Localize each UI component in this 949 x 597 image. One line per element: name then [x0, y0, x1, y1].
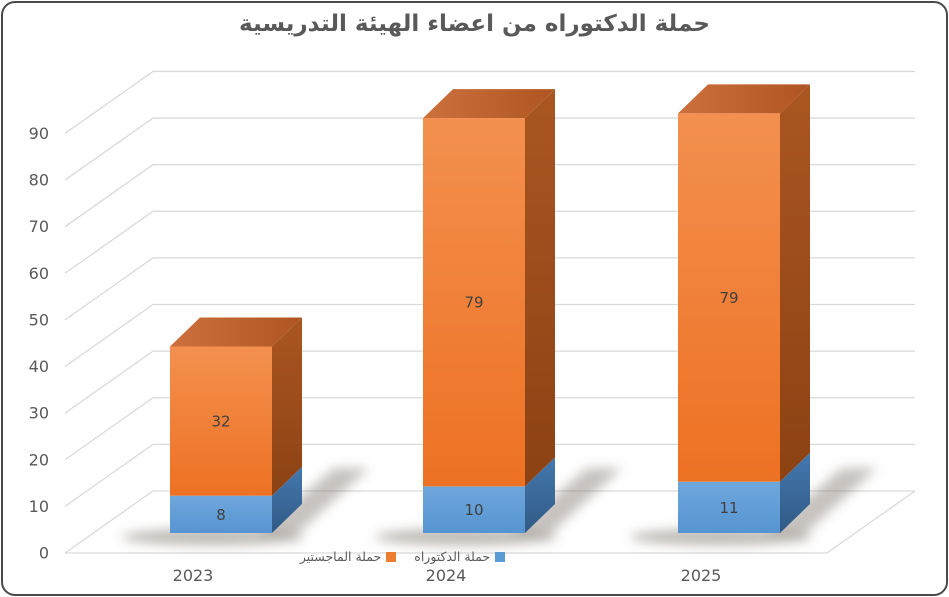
y-gridline-side-30: [64, 350, 154, 414]
y-gridline-side-70: [64, 164, 154, 228]
y-tick-label-40: 40: [29, 357, 49, 376]
data-label-2023-phd: 8: [216, 506, 226, 524]
legend-item-masters: حملة الماجستير: [299, 549, 397, 564]
y-tick-label-10: 10: [29, 497, 49, 516]
bar-2023-masters-side: [272, 317, 302, 496]
legend-label-phd: حملة الدكتوراه: [414, 549, 491, 564]
y-tick-label-30: 30: [29, 404, 49, 423]
bar-2025-phd-front: [678, 481, 780, 533]
x-axis-label-2025: 2025: [681, 566, 722, 585]
bar-2025-masters-top: [678, 84, 810, 114]
bar-2025-masters-front: [678, 113, 780, 482]
legend-label-masters: حملة الماجستير: [299, 549, 382, 564]
y-gridline-side-20: [64, 397, 154, 461]
bar-2025: 11 79: [678, 84, 810, 533]
y-tick-label-0: 0: [39, 544, 49, 563]
bar-2023: 8 32: [170, 317, 302, 533]
bar-2024-masters-side: [525, 89, 555, 487]
y-gridline-side-50: [64, 257, 154, 321]
y-gridline-side-60: [64, 210, 154, 274]
bar-2024-masters-top: [423, 89, 555, 119]
x-axis-label-2024: 2024: [426, 566, 467, 585]
bar-2023-masters-front: [170, 346, 272, 496]
y-gridline-side-40: [64, 303, 154, 368]
bar-2024-phd-front: [423, 486, 525, 533]
bar-2024: 10 79: [423, 89, 555, 533]
data-label-2025-masters: 79: [719, 289, 738, 307]
chart-legend: حملة الماجستير حملة الدكتوراه: [0, 549, 877, 564]
bar-2023-phd-side: [272, 466, 302, 533]
y-gridline-side-10: [64, 443, 154, 507]
bar-2025-masters-side: [780, 84, 810, 482]
x-axis-label-2023: 2023: [173, 566, 214, 585]
bar-2024-phd-side: [525, 457, 555, 533]
y-tick-label-70: 70: [29, 217, 49, 236]
data-label-2024-phd: 10: [464, 501, 483, 519]
y-tick-label-20: 20: [29, 450, 49, 469]
y-gridline-side-80: [64, 117, 154, 181]
data-label-2023-masters: 32: [211, 413, 230, 431]
bar-2023-phd-front: [170, 495, 272, 533]
chart-title: حملة الدكتوراه من اعضاء الهيئة التدريسية: [239, 11, 710, 37]
bar-2025-phd-side: [780, 452, 810, 533]
y-tick-label-50: 50: [29, 310, 49, 329]
legend-swatch-phd-square: [495, 552, 506, 563]
y-tick-label-80: 80: [29, 171, 49, 190]
bar-2023-masters-top: [170, 317, 302, 347]
floor-right-edge: [826, 490, 916, 554]
legend-swatch-masters-square: [386, 552, 397, 563]
y-gridline-side-0: [64, 490, 154, 554]
data-label-2025-phd: 11: [719, 499, 738, 517]
legend-item-phd: حملة الدكتوراه: [414, 549, 506, 564]
bar-2024-masters-front: [423, 118, 525, 487]
y-gridline-side-90: [64, 70, 154, 134]
data-label-2024-masters: 79: [464, 294, 483, 312]
y-tick-label-90: 90: [29, 124, 49, 143]
y-tick-label-60: 60: [29, 264, 49, 283]
